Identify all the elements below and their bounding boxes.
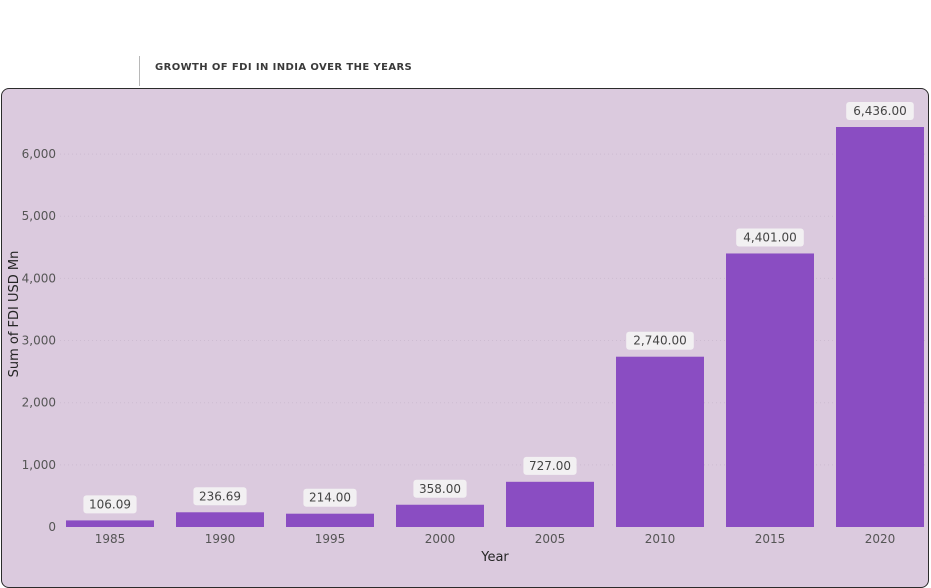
y-tick-label: 4,000 — [22, 271, 56, 285]
data-label-background — [83, 495, 137, 514]
chart-title: GROWTH OF FDI IN INDIA OVER THE YEARS — [155, 62, 413, 73]
x-axis-title: Year — [480, 550, 509, 565]
bar-2010[interactable] — [616, 356, 704, 527]
data-label-1990: 236.69 — [193, 487, 247, 506]
data-label-value: 214.00 — [309, 491, 351, 505]
data-label-1985: 106.09 — [83, 495, 137, 514]
data-label-value: 4,401.00 — [743, 230, 796, 244]
data-label-value: 727.00 — [529, 459, 571, 473]
data-label-value: 236.69 — [199, 489, 241, 503]
x-tick-label: 1995 — [315, 532, 346, 546]
bar-2005[interactable] — [506, 481, 594, 527]
bar-2000[interactable] — [396, 504, 484, 527]
x-axis-ticks: 1985 1990 1995 2000 2005 2010 2015 2020 — [95, 532, 896, 546]
data-label-value: 6,436.00 — [853, 104, 906, 118]
data-label-background — [846, 102, 914, 120]
y-tick-label: 1,000 — [22, 458, 56, 472]
y-tick-label: 5,000 — [22, 209, 56, 223]
data-label-2015: 4,401.00 — [736, 228, 804, 247]
x-tick-label: 2005 — [535, 532, 566, 546]
bar-1985[interactable] — [66, 520, 154, 527]
data-label-2010: 2,740.00 — [626, 331, 694, 350]
bar-chart: 0 1,000 2,000 3,000 4,000 5,000 6,000 1985 1990… — [7, 102, 925, 565]
bars — [66, 127, 924, 527]
bar-1990[interactable] — [176, 512, 264, 527]
y-axis-ticks: 0 1,000 2,000 3,000 4,000 5,000 6,000 — [22, 147, 56, 534]
x-tick-label: 1990 — [205, 532, 236, 546]
data-label-background — [523, 456, 577, 475]
x-tick-label: 2020 — [865, 532, 896, 546]
x-tick-label: 2000 — [425, 532, 456, 546]
data-label-background — [626, 331, 694, 350]
data-label-background — [736, 228, 804, 247]
header-divider — [139, 56, 140, 86]
data-label-value: 358.00 — [419, 482, 461, 496]
y-tick-label: 6,000 — [22, 147, 56, 161]
x-tick-label: 1985 — [95, 532, 126, 546]
y-tick-label: 0 — [48, 520, 56, 534]
y-tick-label: 2,000 — [22, 396, 56, 410]
data-label-value: 2,740.00 — [633, 334, 686, 348]
bar-2015[interactable] — [726, 253, 814, 527]
bar-1995[interactable] — [286, 513, 374, 527]
data-label-2005: 727.00 — [523, 456, 577, 475]
x-tick-label: 2015 — [755, 532, 786, 546]
data-labels: 106.09 236.69 214.00 358.00 727.00 2,740.00 4,… — [83, 102, 914, 514]
data-label-background — [193, 487, 247, 506]
data-label-2020: 6,436.00 — [846, 102, 914, 120]
bar-2020[interactable] — [836, 127, 924, 527]
y-axis-title: Sum of FDI USD Mn — [7, 251, 22, 378]
data-label-background — [303, 488, 357, 507]
data-label-background — [413, 479, 467, 498]
y-tick-label: 3,000 — [22, 334, 56, 348]
x-tick-label: 2010 — [645, 532, 676, 546]
data-label-1995: 214.00 — [303, 488, 357, 507]
data-label-2000: 358.00 — [413, 479, 467, 498]
data-label-value: 106.09 — [89, 497, 131, 511]
